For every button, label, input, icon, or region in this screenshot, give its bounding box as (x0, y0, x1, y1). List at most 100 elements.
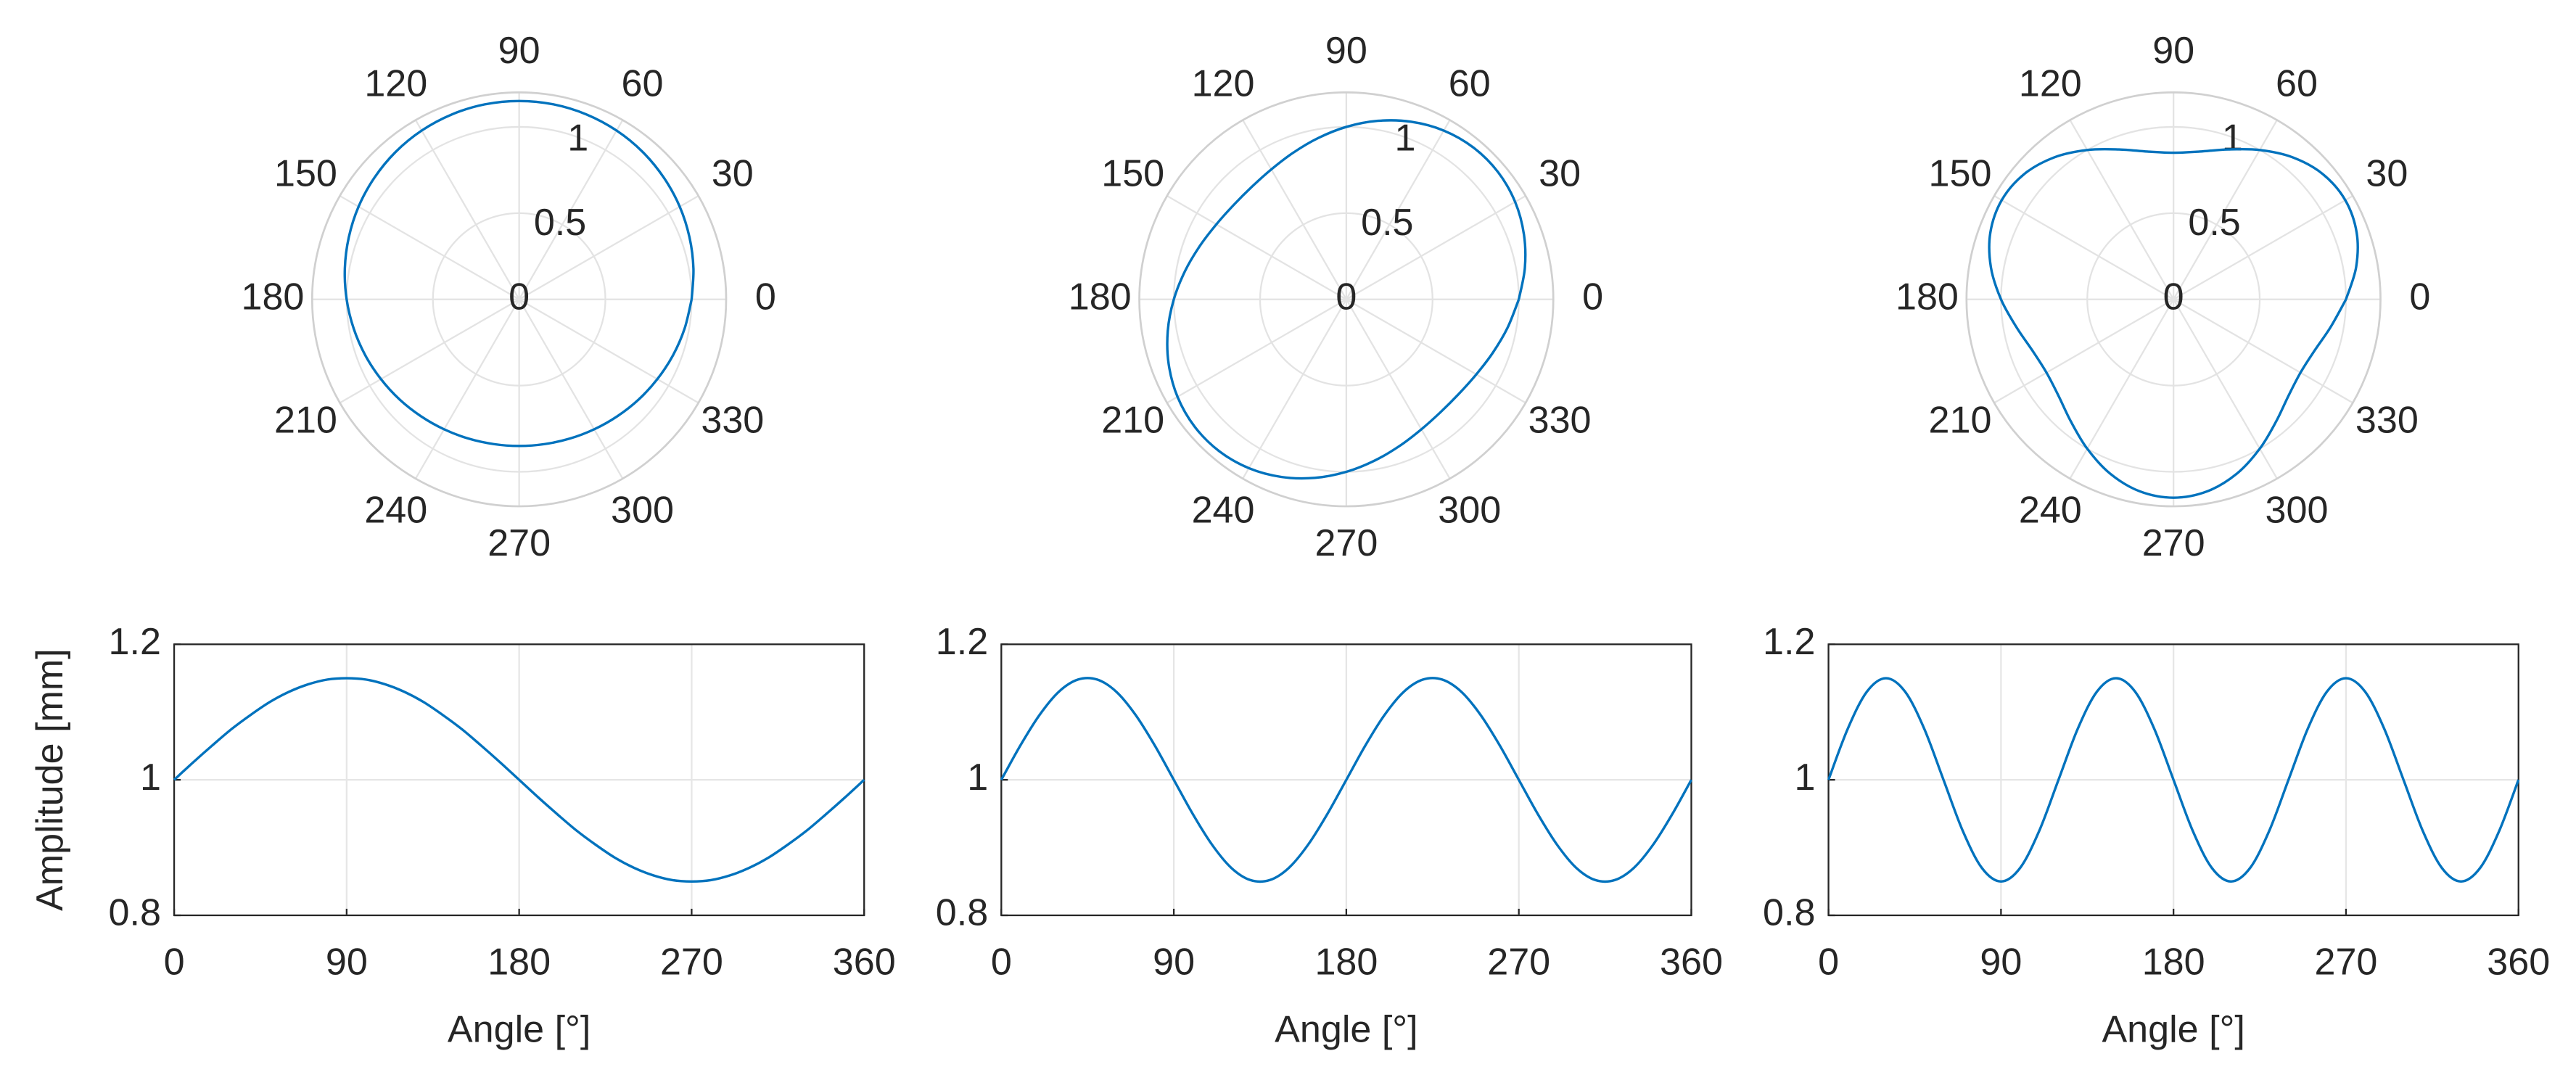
theta-tick-label: 180 (1896, 276, 1959, 318)
r-grid-circle (2086, 212, 2261, 387)
theta-tick-label: 150 (1101, 153, 1164, 195)
y-tick-label: 1 (967, 757, 988, 799)
x-tick-label: 270 (660, 941, 723, 984)
x-tick-label: 180 (487, 941, 551, 984)
y-tick-label: 0.8 (109, 892, 161, 934)
polar-frame (1138, 91, 1555, 508)
theta-tick-label: 330 (701, 399, 764, 441)
theta-grid-line (1166, 298, 1347, 404)
theta-tick-label: 270 (1314, 522, 1378, 564)
y-tick-label: 0.8 (936, 892, 988, 934)
theta-tick-label: 90 (498, 30, 540, 72)
theta-tick-label: 150 (274, 153, 337, 195)
theta-grid-line (339, 298, 520, 404)
theta-tick-label: 300 (611, 490, 674, 532)
x-tick-label: 360 (2487, 941, 2550, 984)
theta-grid-line (339, 195, 520, 300)
y-tick-label: 1 (140, 757, 161, 799)
r-tick-label: 0.5 (534, 202, 586, 244)
theta-grid-line (1242, 120, 1347, 300)
theta-grid-line (414, 120, 520, 300)
theta-tick-label: 30 (2366, 153, 2408, 195)
polar-line (343, 99, 695, 448)
x-axis-label: Angle [°] (2102, 1009, 2244, 1051)
theta-grid-line (518, 299, 624, 479)
theta-tick-label: 0 (1582, 276, 1603, 318)
x-tick-label: 270 (1487, 941, 1550, 984)
theta-tick-label: 240 (1192, 490, 1255, 532)
theta-tick-label: 90 (1325, 30, 1367, 72)
x-tick-label: 180 (1314, 941, 1378, 984)
theta-tick-label: 210 (274, 399, 337, 441)
theta-tick-label: 300 (1438, 490, 1501, 532)
x-axis-label: Angle [°] (1275, 1009, 1417, 1051)
r-tick-label: 1 (567, 117, 588, 159)
x-tick-label: 360 (833, 941, 896, 984)
theta-tick-label: 210 (1929, 399, 1992, 441)
x-tick-label: 0 (991, 941, 1012, 984)
theta-grid-line (2069, 299, 2175, 479)
polar-line (1166, 119, 1527, 480)
theta-tick-label: 330 (1528, 399, 1592, 441)
theta-tick-label: 60 (1449, 62, 1491, 104)
x-tick-label: 0 (1818, 941, 1839, 984)
r-grid-circle (1259, 212, 1433, 387)
r-tick-label: 0.5 (2188, 202, 2240, 244)
y-tick-label: 1.2 (936, 621, 988, 663)
theta-tick-label: 150 (1929, 153, 1992, 195)
theta-grid-line (414, 299, 520, 479)
theta-grid-line (1166, 195, 1347, 300)
y-tick-label: 1.2 (1763, 621, 1815, 663)
r-tick-label: 1 (2222, 117, 2243, 159)
theta-tick-label: 120 (1192, 62, 1255, 104)
polar-frame (1965, 91, 2382, 508)
theta-grid-line (2173, 299, 2278, 479)
y-tick-label: 1 (1794, 757, 1815, 799)
polar-line (1988, 147, 2359, 499)
theta-tick-label: 120 (2019, 62, 2082, 104)
theta-tick-label: 90 (2152, 30, 2194, 72)
r-tick-label: 0 (1336, 276, 1357, 318)
theta-tick-label: 270 (487, 522, 551, 564)
r-tick-label: 0.5 (1361, 202, 1413, 244)
theta-tick-label: 270 (2142, 522, 2205, 564)
x-tick-label: 180 (2142, 941, 2205, 984)
line (1827, 677, 2520, 883)
theta-tick-label: 240 (364, 490, 427, 532)
y-tick-label: 1.2 (109, 621, 161, 663)
theta-tick-label: 120 (364, 62, 427, 104)
r-tick-label: 1 (1395, 117, 1416, 159)
theta-grid-line (2069, 120, 2175, 300)
theta-grid-line (1993, 298, 2174, 404)
theta-tick-label: 330 (2355, 399, 2419, 441)
x-axis-label: Angle [°] (448, 1009, 590, 1051)
theta-grid-line (2173, 298, 2353, 404)
x-tick-label: 90 (1153, 941, 1195, 984)
theta-tick-label: 300 (2266, 490, 2329, 532)
r-grid-circle (432, 212, 606, 387)
line (1000, 677, 1692, 883)
x-tick-label: 90 (1980, 941, 2022, 984)
theta-tick-label: 240 (2019, 490, 2082, 532)
theta-grid-line (1242, 299, 1347, 479)
x-tick-label: 0 (164, 941, 185, 984)
theta-tick-label: 210 (1101, 399, 1164, 441)
theta-grid-line (1346, 298, 1526, 404)
r-tick-label: 0 (2163, 276, 2184, 318)
x-tick-label: 270 (2315, 941, 2378, 984)
theta-tick-label: 30 (712, 153, 754, 195)
polar-frame (310, 91, 728, 508)
theta-tick-label: 60 (2276, 62, 2318, 104)
theta-tick-label: 0 (2409, 276, 2430, 318)
r-tick-label: 0 (509, 276, 530, 318)
theta-tick-label: 0 (755, 276, 776, 318)
y-axis-label: Amplitude [mm] (29, 648, 71, 911)
y-tick-label: 0.8 (1763, 892, 1815, 934)
theta-tick-label: 180 (241, 276, 304, 318)
theta-tick-label: 180 (1069, 276, 1132, 318)
theta-grid-line (519, 298, 699, 404)
x-tick-label: 360 (1660, 941, 1723, 984)
theta-tick-label: 60 (622, 62, 664, 104)
theta-tick-label: 30 (1539, 153, 1581, 195)
